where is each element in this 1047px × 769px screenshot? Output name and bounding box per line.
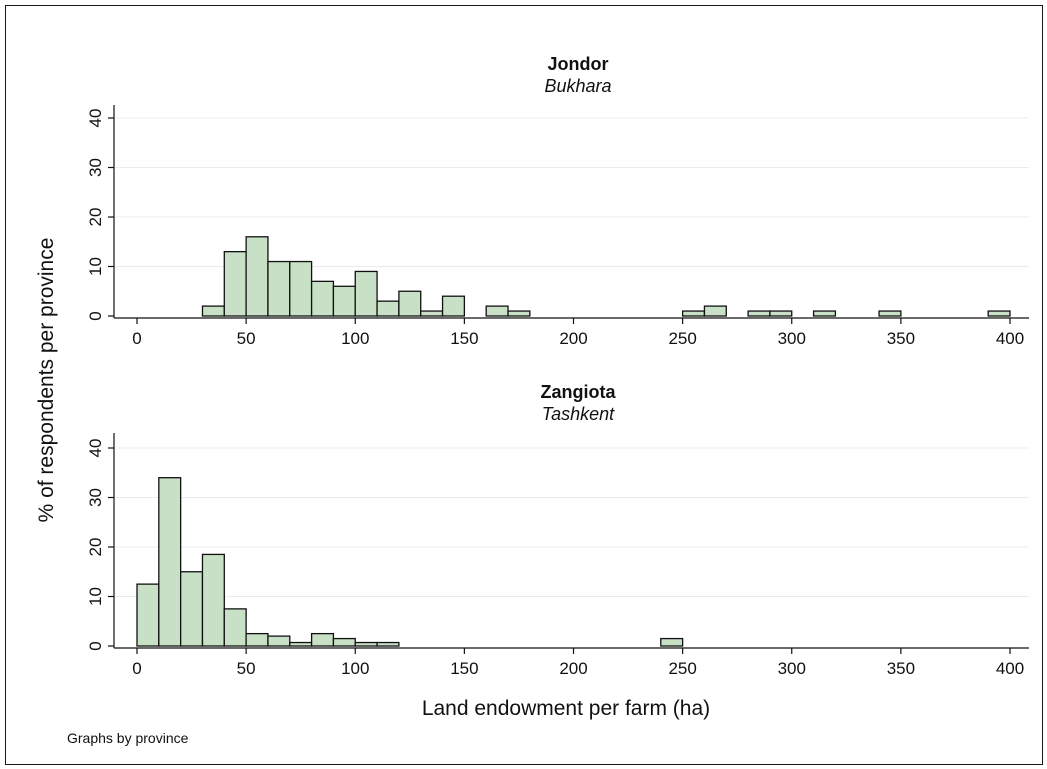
x-tick-label: 150 <box>450 659 478 678</box>
y-tick-label: 10 <box>86 587 105 606</box>
x-tick-label: 300 <box>778 329 806 348</box>
histogram-bar <box>245 236 269 317</box>
panel-title: Jondor <box>548 54 609 74</box>
y-tick-label: 0 <box>86 311 105 320</box>
x-tick-label: 50 <box>237 659 256 678</box>
y-tick-label: 30 <box>86 158 105 177</box>
x-tick-label: 50 <box>237 329 256 348</box>
panel-subtitle: Tashkent <box>542 404 615 424</box>
histogram-bar <box>310 632 335 647</box>
histogram-bar <box>485 305 509 317</box>
y-tick-label: 30 <box>86 488 105 507</box>
y-tick-label: 40 <box>86 439 105 458</box>
y-tick-label: 10 <box>86 257 105 276</box>
histogram-bar <box>136 583 160 647</box>
histogram-bar <box>310 280 335 317</box>
histogram-bar <box>376 641 400 647</box>
histogram-bar <box>267 260 291 317</box>
y-tick-label: 0 <box>86 641 105 650</box>
x-tick-label: 100 <box>341 659 369 678</box>
x-axis-label: Land endowment per farm (ha) <box>422 697 710 720</box>
x-tick-label: 350 <box>887 329 915 348</box>
histogram-bar <box>660 637 684 647</box>
histogram-bar <box>812 310 837 317</box>
histogram-bar <box>332 285 356 317</box>
panel-title: Zangiota <box>541 382 617 402</box>
histogram-bar <box>681 310 706 317</box>
histogram-bar <box>179 571 204 647</box>
histogram-bar <box>354 270 378 317</box>
histogram-bar <box>376 300 400 317</box>
x-tick-label: 100 <box>341 329 369 348</box>
graphs-by-note: Graphs by province <box>67 730 189 746</box>
y-tick-label: 20 <box>86 208 105 227</box>
x-tick-label: 300 <box>778 659 806 678</box>
histogram-bar <box>201 305 225 317</box>
histogram-bar <box>769 310 793 317</box>
x-tick-label: 0 <box>132 329 141 348</box>
histogram-bar <box>201 553 225 647</box>
x-tick-label: 250 <box>668 659 696 678</box>
histogram-bar <box>267 635 291 647</box>
histogram-bar <box>441 295 466 317</box>
histogram-bar <box>747 310 771 317</box>
histogram-bar <box>289 260 313 317</box>
x-tick-label: 400 <box>996 659 1024 678</box>
histogram-bar <box>420 310 444 317</box>
y-axis-label: % of respondents per province <box>35 238 58 523</box>
y-tick-label: 40 <box>86 109 105 128</box>
histogram-bar <box>987 310 1011 317</box>
histogram-bar <box>223 250 247 317</box>
histogram-bar <box>158 477 182 647</box>
x-tick-label: 0 <box>132 659 141 678</box>
histogram-bar <box>332 637 356 647</box>
histogram-bar <box>289 641 313 647</box>
x-tick-label: 200 <box>559 329 587 348</box>
x-tick-label: 250 <box>668 329 696 348</box>
y-tick-label: 20 <box>86 538 105 557</box>
histogram-bar <box>878 310 902 317</box>
x-tick-label: 200 <box>559 659 587 678</box>
histogram-bar <box>703 305 727 317</box>
panel-subtitle: Bukhara <box>544 76 611 96</box>
histogram-bar <box>507 310 531 317</box>
histogram-bar <box>354 641 378 647</box>
x-tick-label: 350 <box>887 659 915 678</box>
histogram-bar <box>245 632 269 647</box>
x-tick-label: 400 <box>996 329 1024 348</box>
histogram-bar <box>223 608 247 647</box>
histogram-bar <box>398 290 422 317</box>
x-tick-label: 150 <box>450 329 478 348</box>
